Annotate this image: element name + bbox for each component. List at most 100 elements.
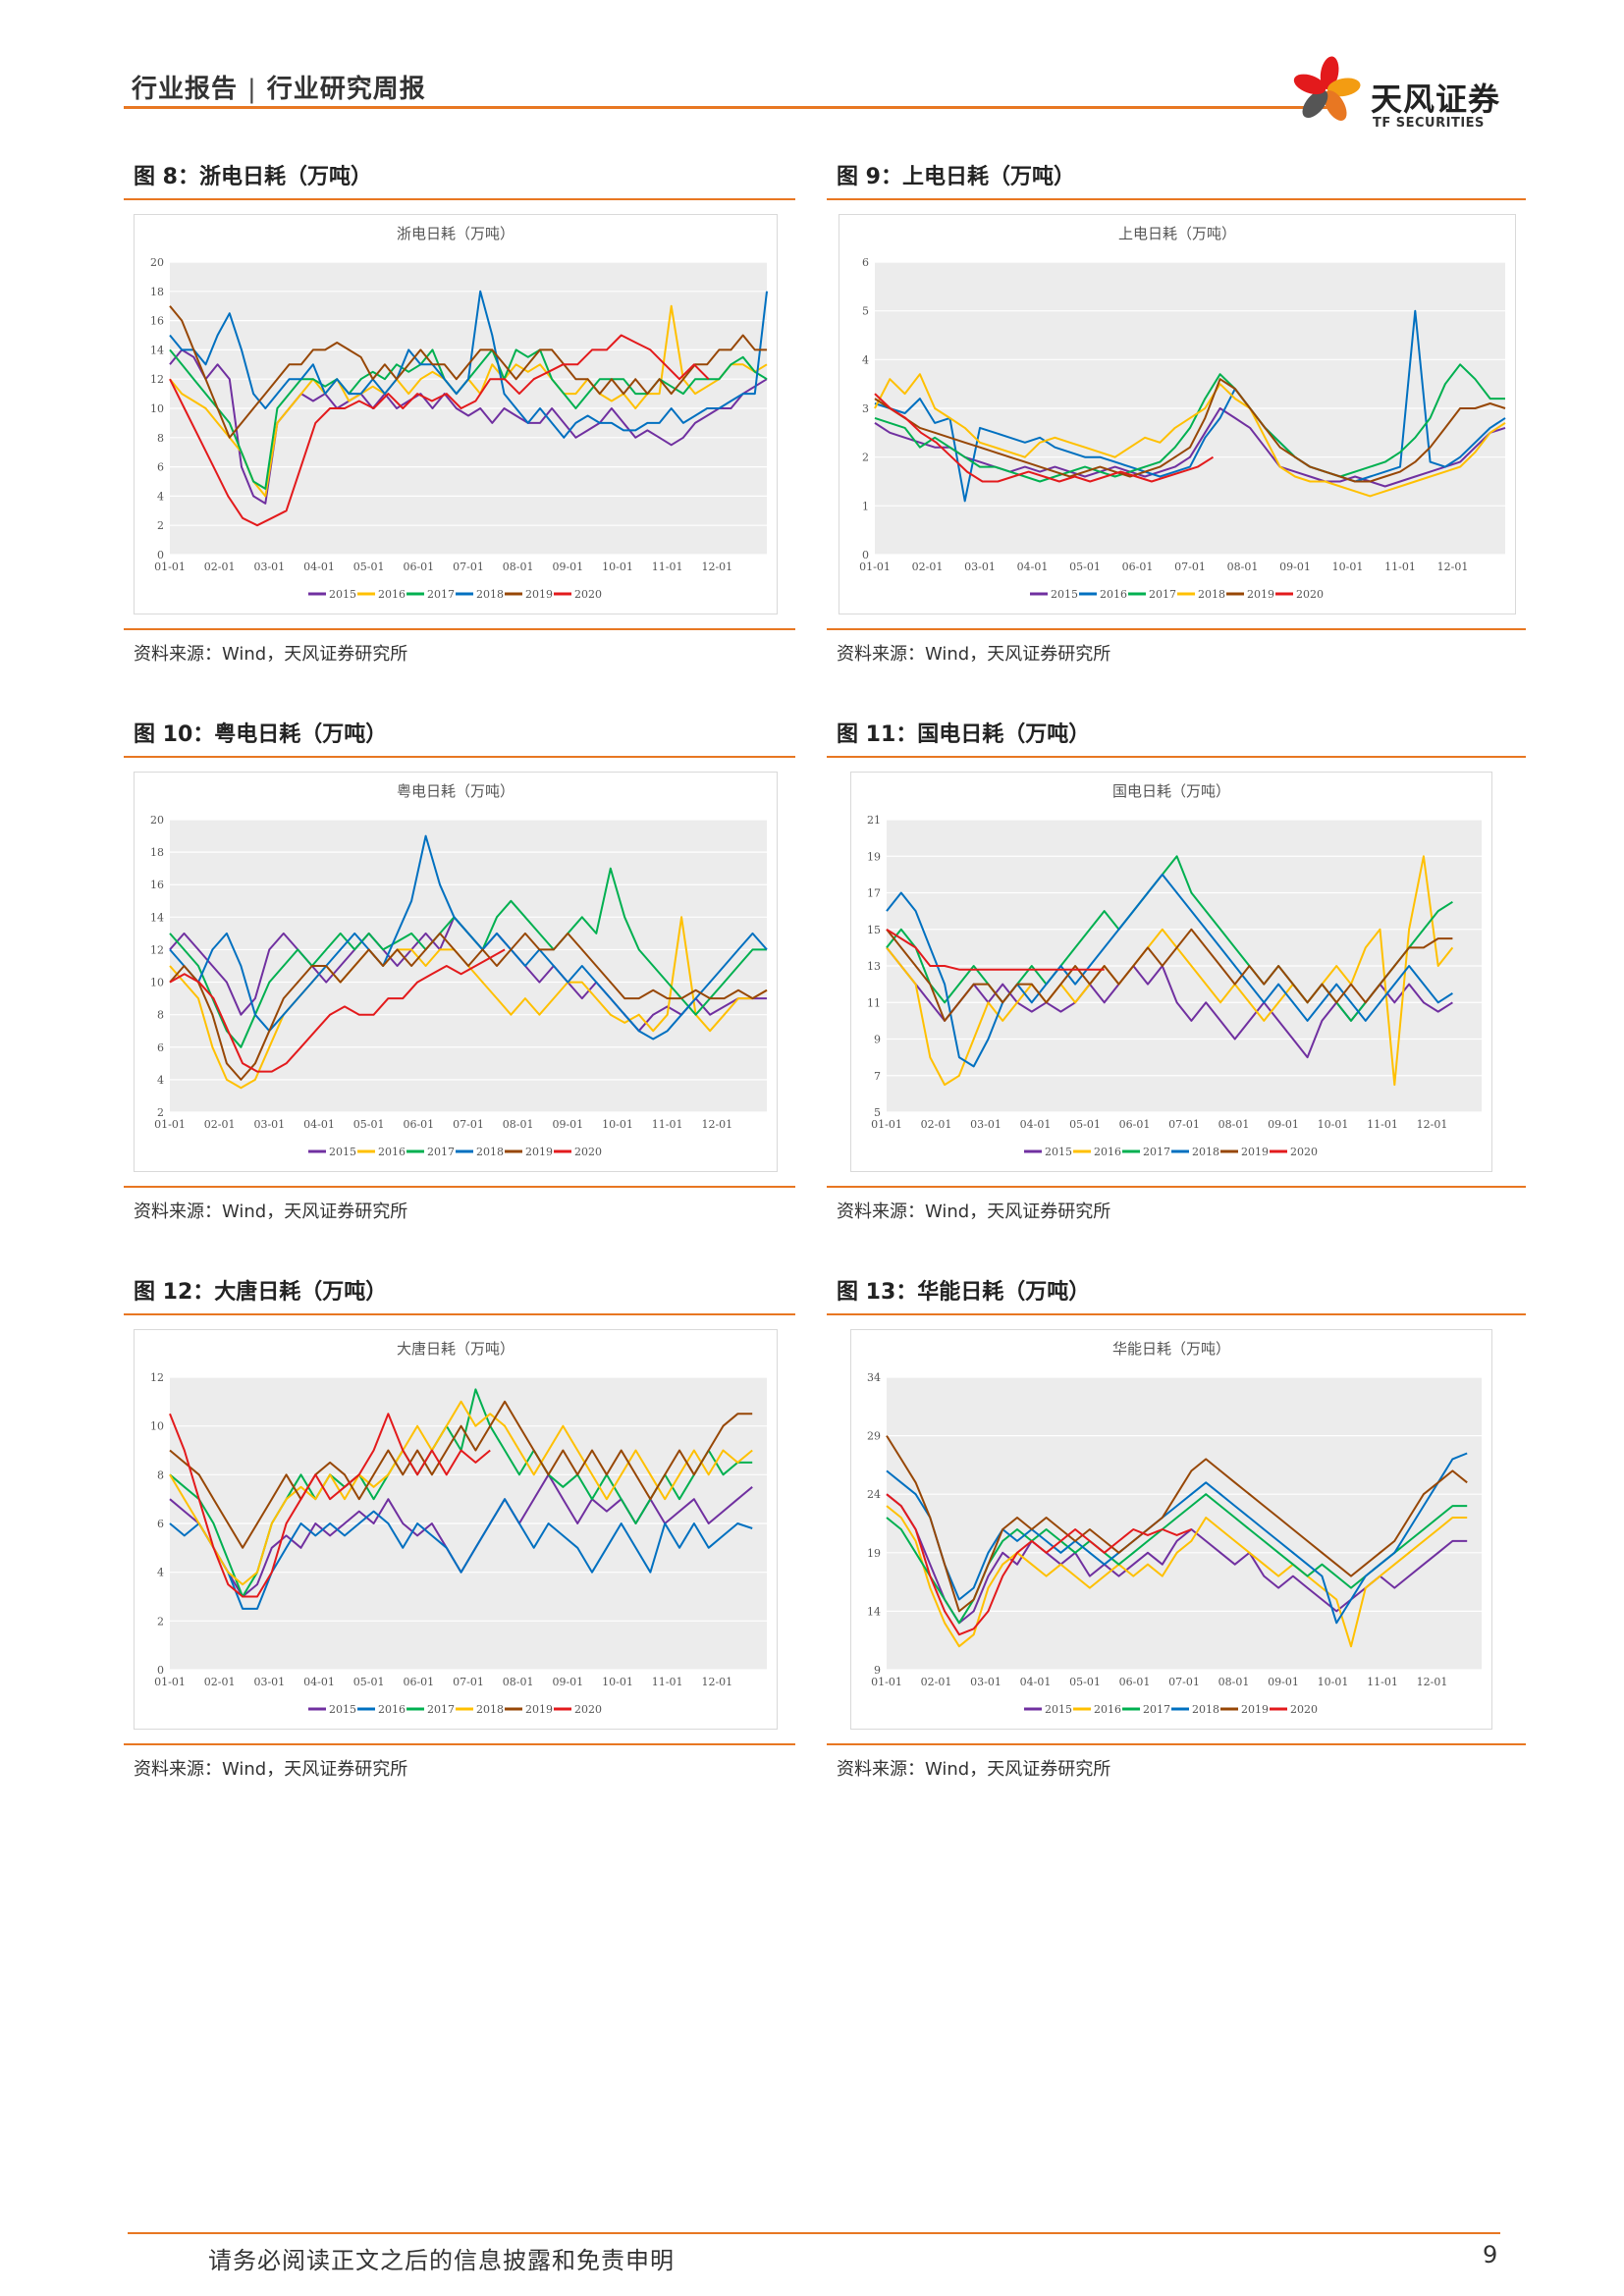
y-tick-label: 19	[867, 1547, 881, 1560]
x-tick-label: 12-01	[1417, 1676, 1448, 1688]
series-line-2018	[886, 1452, 1468, 1625]
chart-title: 华能日耗（万吨）	[1112, 1340, 1230, 1358]
y-tick-label: 4	[862, 353, 869, 366]
y-tick-label: 18	[150, 846, 164, 859]
legend-label: 2018	[1198, 588, 1225, 601]
x-tick-label: 06-01	[1119, 1676, 1151, 1688]
x-tick-label: 04-01	[1020, 1676, 1052, 1688]
series-line-2016	[169, 1498, 753, 1610]
header-rule	[124, 106, 1333, 109]
header-separator: |	[247, 75, 257, 104]
legend-label: 2020	[1290, 1146, 1318, 1158]
y-tick-label: 4	[157, 1074, 164, 1087]
x-tick-label: 09-01	[552, 1676, 583, 1688]
y-tick-label: 4	[157, 490, 164, 503]
series-line-2016	[886, 1505, 1468, 1648]
legend-label: 2016	[378, 588, 406, 601]
y-tick-label: 13	[867, 960, 881, 973]
legend-label: 2019	[525, 588, 553, 601]
x-tick-label: 05-01	[353, 561, 385, 573]
figure-title: 图 11：国电日耗（万吨）	[837, 722, 1091, 747]
legend-label: 2018	[476, 588, 504, 601]
x-tick-label: 09-01	[1279, 561, 1311, 573]
y-tick-label: 29	[867, 1430, 881, 1443]
x-tick-label: 09-01	[552, 1118, 583, 1131]
figure-title: 图 10：粤电日耗（万吨）	[134, 722, 388, 747]
legend-label: 2015	[329, 1146, 356, 1158]
legend-label: 2020	[574, 588, 602, 601]
series-line-2019	[886, 928, 1453, 1022]
x-tick-label: 05-01	[1069, 561, 1101, 573]
legend-label: 2018	[1192, 1703, 1219, 1716]
x-tick-label: 04-01	[303, 1118, 335, 1131]
y-tick-label: 12	[150, 1371, 164, 1384]
x-tick-label: 08-01	[503, 1118, 534, 1131]
x-tick-label: 01-01	[871, 1118, 902, 1131]
legend-label: 2015	[1051, 588, 1078, 601]
y-tick-label: 24	[867, 1488, 881, 1501]
series-line-2018	[874, 373, 1506, 498]
series-line-2015	[874, 407, 1506, 488]
x-tick-label: 10-01	[602, 561, 633, 573]
legend-label: 2017	[427, 1146, 455, 1158]
y-tick-label: 1	[862, 500, 869, 512]
chart-title: 国电日耗（万吨）	[1112, 782, 1230, 800]
y-tick-label: 9	[874, 1034, 881, 1046]
y-tick-label: 20	[150, 256, 164, 269]
figure-12: 图 12：大唐日耗（万吨） 大唐日耗（万吨） 0 2 4 6 8 10 12 01-01 02-0…	[124, 1274, 795, 1785]
x-tick-label: 02-01	[912, 561, 944, 573]
x-tick-label: 04-01	[1020, 1118, 1052, 1131]
y-tick-label: 10	[150, 977, 164, 989]
y-tick-label: 6	[157, 1041, 164, 1054]
series-line-2020	[169, 334, 710, 527]
y-tick-label: 10	[150, 402, 164, 415]
x-tick-label: 02-01	[921, 1118, 952, 1131]
figure-top-rule	[124, 1313, 795, 1315]
y-tick-label: 12	[150, 373, 164, 386]
y-tick-label: 10	[150, 1420, 164, 1433]
logo-subtitle: TF SECURITIES	[1373, 116, 1485, 131]
x-tick-label: 07-01	[453, 1118, 484, 1131]
legend-label: 2020	[574, 1146, 602, 1158]
series-line-2019	[886, 1435, 1468, 1613]
legend-label: 2019	[1241, 1146, 1269, 1158]
x-tick-label: 03-01	[253, 561, 285, 573]
legend-label: 2019	[525, 1703, 553, 1716]
x-tick-label: 01-01	[154, 561, 186, 573]
source-note: 资料来源：Wind，天风证券研究所	[837, 1201, 1111, 1222]
x-tick-label: 03-01	[970, 1676, 1001, 1688]
x-tick-label: 05-01	[353, 1118, 385, 1131]
y-tick-label: 19	[867, 850, 881, 863]
x-tick-label: 10-01	[1318, 1118, 1349, 1131]
x-tick-label: 08-01	[1218, 1676, 1250, 1688]
y-tick-label: 21	[867, 814, 881, 827]
figure-top-rule	[827, 1313, 1526, 1315]
report-subcategory: 行业研究周报	[266, 75, 426, 104]
page-number: 9	[1483, 2241, 1498, 2269]
chart-container: 粤电日耗（万吨） 2 4 6 8 10 12 14 16 18 20 01-01 02-01 03-01 0…	[134, 772, 778, 1172]
x-tick-label: 09-01	[1268, 1118, 1299, 1131]
source-note: 资料来源：Wind，天风证券研究所	[134, 1201, 408, 1222]
x-tick-label: 06-01	[403, 561, 434, 573]
x-tick-label: 03-01	[253, 1676, 285, 1688]
figure-bottom-rule	[827, 628, 1526, 630]
series-line-2018	[886, 873, 1453, 1068]
x-tick-label: 11-01	[652, 1676, 683, 1688]
legend-label: 2018	[1192, 1146, 1219, 1158]
report-header: 行业报告 | 行业研究周报	[132, 69, 426, 105]
series-line-2020	[169, 1413, 491, 1598]
x-tick-label: 03-01	[970, 1118, 1001, 1131]
x-tick-label: 12-01	[1437, 561, 1469, 573]
y-tick-label: 6	[157, 461, 164, 474]
y-tick-label: 14	[150, 911, 164, 924]
x-tick-label: 07-01	[1168, 1676, 1200, 1688]
series-line-2020	[169, 948, 506, 1073]
figure-title: 图 8：浙电日耗（万吨）	[134, 165, 372, 189]
y-tick-label: 2	[157, 1615, 164, 1628]
legend-label: 2020	[1290, 1703, 1318, 1716]
y-tick-label: 17	[867, 887, 881, 900]
y-tick-label: 6	[157, 1518, 164, 1530]
legend-label: 2017	[1143, 1703, 1170, 1716]
legend-label: 2019	[525, 1146, 553, 1158]
y-tick-label: 6	[862, 256, 869, 269]
